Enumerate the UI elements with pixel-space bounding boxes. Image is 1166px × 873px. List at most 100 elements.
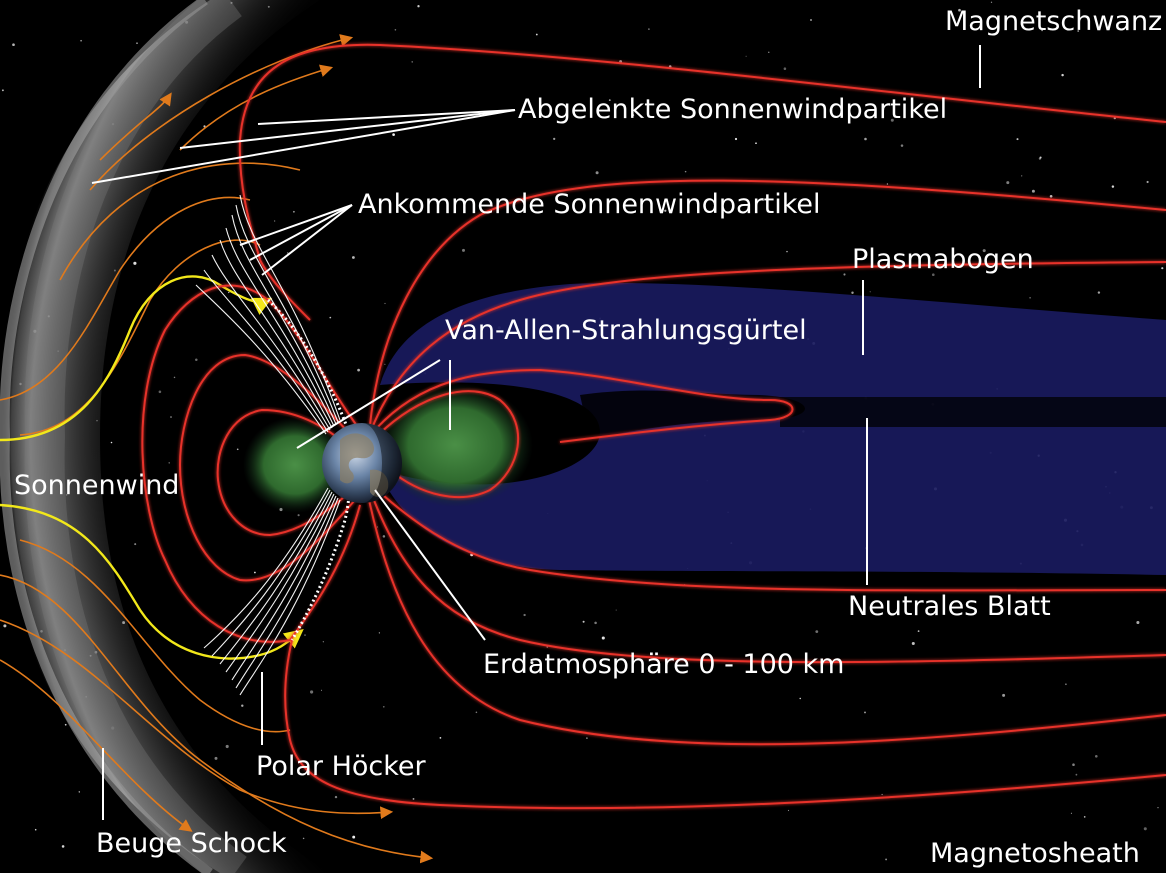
star xyxy=(586,737,588,739)
star xyxy=(1111,185,1115,188)
star xyxy=(608,99,611,101)
star xyxy=(931,273,935,277)
star xyxy=(990,1,993,3)
star xyxy=(1157,807,1159,809)
star xyxy=(530,661,534,665)
star xyxy=(228,291,230,294)
star xyxy=(768,51,770,53)
star xyxy=(851,291,854,294)
star xyxy=(376,526,378,528)
radiation-belt-right xyxy=(377,383,533,507)
solar-wind-highlight-bottom xyxy=(0,503,304,660)
star xyxy=(134,543,137,546)
star xyxy=(1075,773,1078,776)
star xyxy=(61,845,65,848)
star xyxy=(168,462,170,464)
star xyxy=(302,837,305,840)
star xyxy=(1070,812,1072,814)
star xyxy=(1143,827,1147,831)
star xyxy=(1041,29,1043,32)
star xyxy=(382,705,385,708)
star xyxy=(195,358,198,361)
label-van-allen-belt: Van-Allen-Strahlungsgürtel xyxy=(445,315,807,346)
label-plasmasphere: Plasmabogen xyxy=(852,244,1034,275)
star xyxy=(1031,189,1035,193)
star xyxy=(595,171,599,175)
star xyxy=(392,133,395,136)
star xyxy=(886,183,889,185)
star xyxy=(885,858,888,861)
star xyxy=(1,89,4,92)
label-magnetosheath: Magnetosheath xyxy=(930,838,1140,869)
star xyxy=(352,256,355,259)
star xyxy=(982,249,986,253)
star xyxy=(110,441,113,444)
label-solar-wind: Sonnenwind xyxy=(14,470,179,501)
star xyxy=(378,632,381,634)
star xyxy=(615,609,617,611)
star xyxy=(1023,849,1026,851)
star xyxy=(632,114,635,116)
star xyxy=(64,723,67,726)
star xyxy=(417,5,420,8)
star xyxy=(1146,180,1149,184)
star xyxy=(815,630,819,633)
star xyxy=(475,711,478,714)
star xyxy=(911,641,915,646)
star xyxy=(304,634,306,636)
label-polar-cusp: Polar Höcker xyxy=(256,751,427,782)
star xyxy=(1061,73,1064,77)
star xyxy=(535,33,538,36)
star xyxy=(843,273,846,276)
star xyxy=(236,448,239,451)
star xyxy=(394,29,397,31)
star xyxy=(958,8,961,12)
label-incoming-particles: Ankommende Sonnenwindpartikel xyxy=(358,189,821,220)
solar-wind-lines xyxy=(0,34,434,864)
label-magnetotail: Magnetschwanz xyxy=(945,6,1162,37)
star xyxy=(1029,296,1031,299)
leader-lines xyxy=(91,45,981,820)
star xyxy=(133,261,137,265)
star xyxy=(439,737,442,739)
star xyxy=(1039,156,1042,159)
star xyxy=(12,43,15,47)
star xyxy=(783,67,787,70)
star xyxy=(158,390,162,394)
star xyxy=(864,711,866,714)
star xyxy=(1097,291,1101,294)
earth-globe-icon xyxy=(322,423,402,503)
star xyxy=(917,630,920,632)
star xyxy=(810,19,812,21)
star xyxy=(334,795,338,799)
star xyxy=(1095,755,1098,758)
star xyxy=(3,624,7,628)
star xyxy=(34,828,37,831)
star xyxy=(787,809,790,812)
magnetic-field-lines xyxy=(141,43,1166,810)
star xyxy=(684,170,687,173)
star xyxy=(1049,194,1053,198)
star xyxy=(1083,816,1086,818)
star xyxy=(900,144,904,147)
star xyxy=(601,636,605,640)
star xyxy=(1077,30,1080,32)
label-bow-shock: Beuge Schock xyxy=(96,828,287,859)
star xyxy=(297,514,300,517)
star xyxy=(286,252,289,254)
star xyxy=(553,137,556,141)
star xyxy=(869,291,871,293)
star xyxy=(1016,138,1019,141)
label-neutral-sheet: Neutrales Blatt xyxy=(848,591,1051,622)
star xyxy=(594,621,597,625)
star xyxy=(225,744,229,749)
bow-shock-region xyxy=(0,0,330,873)
star xyxy=(384,302,386,305)
label-deflected-particles: Abgelenkte Sonnenwindpartikel xyxy=(518,94,947,125)
star xyxy=(648,28,650,30)
star xyxy=(1006,181,1010,185)
bow-shock-front xyxy=(0,0,213,873)
star xyxy=(786,250,788,253)
star xyxy=(1002,693,1006,697)
